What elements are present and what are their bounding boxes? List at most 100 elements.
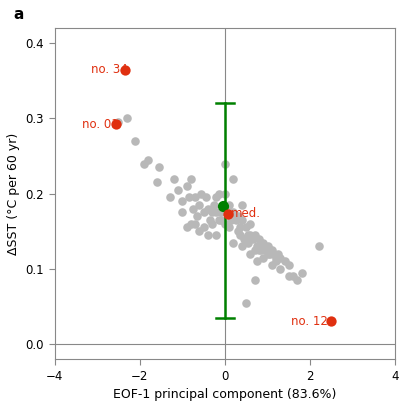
Point	[200, 209, 207, 216]
Point	[251, 232, 257, 238]
Point	[115, 119, 122, 126]
Point	[192, 220, 198, 227]
Point	[236, 232, 243, 238]
Point	[293, 277, 300, 284]
Point	[219, 202, 226, 208]
Point	[234, 228, 240, 235]
Text: no. 12: no. 12	[290, 315, 327, 328]
Point	[228, 213, 234, 220]
Point	[221, 160, 228, 167]
Point	[187, 175, 194, 182]
Point	[251, 247, 257, 253]
Point	[242, 299, 249, 306]
Point	[121, 67, 128, 73]
Point	[196, 202, 202, 208]
Point	[242, 224, 249, 231]
Point	[236, 224, 243, 231]
Point	[194, 213, 200, 220]
Text: no. 01: no. 01	[82, 118, 119, 131]
Point	[113, 121, 119, 128]
Point	[196, 228, 202, 235]
Point	[183, 183, 190, 189]
Point	[179, 198, 185, 204]
Point	[153, 179, 160, 186]
Point	[264, 251, 270, 257]
Point	[228, 217, 234, 223]
Point	[259, 239, 266, 246]
Point	[285, 273, 291, 279]
Point	[217, 209, 224, 216]
Point	[272, 254, 279, 261]
Point	[213, 194, 219, 201]
Point	[274, 251, 281, 257]
Point	[259, 254, 266, 261]
Text: a: a	[14, 7, 24, 22]
Point	[215, 217, 221, 223]
Point	[198, 191, 204, 197]
Point	[270, 251, 277, 257]
Point	[230, 209, 236, 216]
Point	[232, 217, 238, 223]
Point	[327, 318, 334, 325]
Point	[255, 235, 262, 242]
Point	[247, 220, 253, 227]
Point	[238, 243, 245, 250]
Point	[221, 191, 228, 197]
Y-axis label: ΔSST (°C per 60 yr): ΔSST (°C per 60 yr)	[7, 133, 20, 255]
Point	[268, 262, 274, 268]
Point	[262, 247, 268, 253]
Point	[141, 160, 147, 167]
Point	[264, 243, 270, 250]
Point	[276, 266, 283, 272]
Point	[238, 202, 245, 208]
Point	[249, 235, 255, 242]
Point	[200, 224, 207, 231]
Point	[209, 220, 215, 227]
Point	[255, 247, 262, 253]
Point	[289, 273, 296, 279]
Point	[213, 209, 219, 216]
Point	[213, 232, 219, 238]
Point	[253, 243, 260, 250]
Text: no. 34: no. 34	[91, 63, 127, 76]
Point	[183, 224, 190, 231]
Text: med.: med.	[230, 207, 260, 220]
Point	[166, 194, 173, 201]
Point	[253, 258, 260, 265]
Point	[285, 262, 291, 268]
Point	[242, 235, 249, 242]
Point	[217, 217, 224, 223]
Point	[175, 186, 181, 193]
Point	[124, 115, 130, 122]
Point	[245, 232, 251, 238]
Point	[247, 251, 253, 257]
Point	[238, 217, 245, 223]
Point	[257, 247, 264, 253]
X-axis label: EOF-1 principal component (83.6%): EOF-1 principal component (83.6%)	[113, 388, 336, 401]
Point	[315, 243, 321, 250]
Point	[206, 217, 213, 223]
Point	[266, 251, 272, 257]
Point	[230, 239, 236, 246]
Point	[230, 175, 236, 182]
Point	[223, 209, 230, 216]
Point	[281, 258, 287, 265]
Point	[189, 206, 196, 212]
Point	[240, 235, 247, 242]
Point	[185, 194, 192, 201]
Point	[225, 202, 232, 208]
Point	[219, 203, 226, 210]
Point	[170, 175, 177, 182]
Point	[251, 277, 257, 284]
Point	[215, 191, 221, 197]
Point	[192, 194, 198, 201]
Point	[179, 209, 185, 216]
Point	[155, 164, 162, 171]
Point	[224, 211, 230, 217]
Point	[234, 213, 240, 220]
Point	[145, 157, 151, 163]
Point	[204, 206, 211, 212]
Point	[211, 202, 217, 208]
Point	[187, 220, 194, 227]
Point	[202, 194, 209, 201]
